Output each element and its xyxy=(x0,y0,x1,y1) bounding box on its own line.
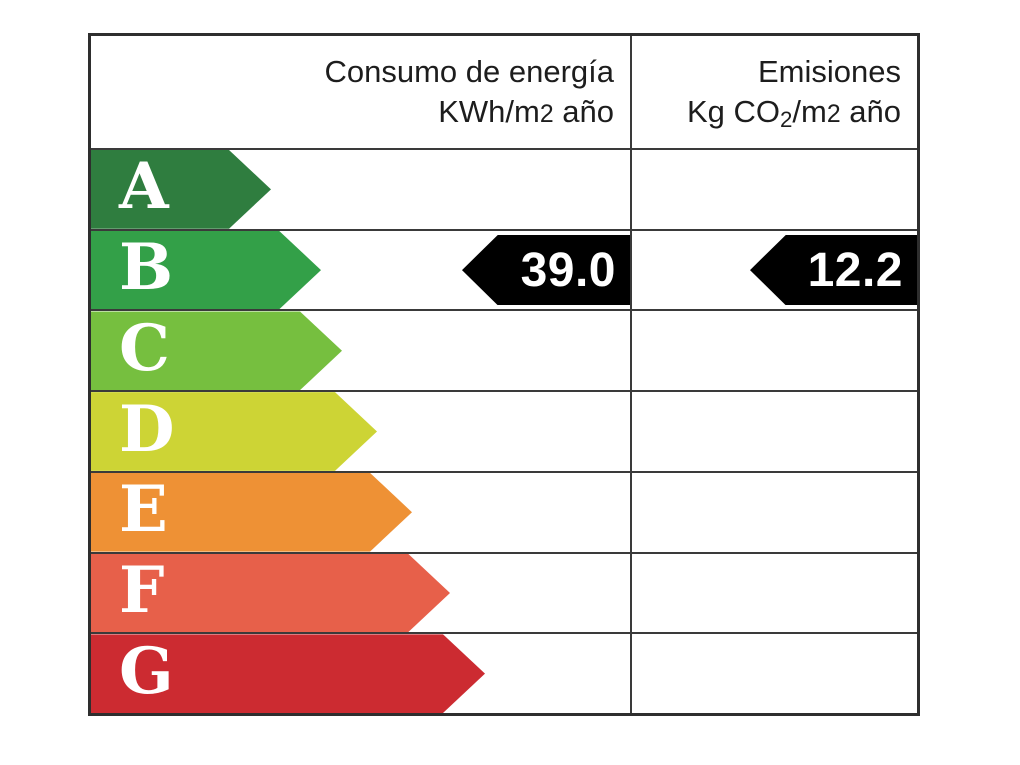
energy-column-header: Consumo de energía KWh/m2 año xyxy=(91,36,632,148)
subscript-2: 2 xyxy=(780,106,793,132)
rating-row: B 39.0 12.2 xyxy=(91,228,917,310)
energy-cell: B 39.0 xyxy=(91,230,632,310)
exponent-2: 2 xyxy=(539,100,554,128)
emissions-cell xyxy=(632,634,917,713)
rating-letter: G xyxy=(119,633,174,709)
rating-row: E xyxy=(91,470,917,552)
emissions-header-line1: Emisiones xyxy=(758,54,901,89)
rating-letter: E xyxy=(119,472,168,548)
rating-row: A xyxy=(91,150,917,229)
exponent-2: 2 xyxy=(826,100,841,128)
rating-letter: F xyxy=(119,552,165,628)
rating-row: G xyxy=(91,632,917,714)
energy-cell: D xyxy=(91,392,632,471)
energy-cell: A xyxy=(91,150,632,229)
header-row: Consumo de energía KWh/m2 año Emisiones … xyxy=(91,36,917,150)
emissions-cell xyxy=(632,554,917,633)
rating-letter: B xyxy=(119,230,174,306)
rating-row: F xyxy=(91,551,917,633)
emissions-cell xyxy=(632,392,917,471)
energy-cell: E xyxy=(91,472,632,552)
emissions-cell xyxy=(632,473,917,552)
rating-arrow: B xyxy=(91,231,321,310)
emissions-cell xyxy=(632,150,917,229)
energy-cell: C xyxy=(91,311,632,391)
value-text: 12.2 xyxy=(807,243,903,297)
rating-row: C xyxy=(91,309,917,391)
emissions-cell xyxy=(632,311,917,390)
rating-arrow: F xyxy=(91,554,450,633)
rating-arrow: G xyxy=(91,634,485,713)
energy-header-line1: Consumo de energía xyxy=(324,54,614,89)
rating-row: D xyxy=(91,390,917,471)
emissions-header-unit: Kg CO2/m2 año xyxy=(686,93,901,132)
value-text: 39.0 xyxy=(520,243,616,297)
rating-letter: A xyxy=(119,149,169,225)
emissions-column-header: Emisiones Kg CO2/m2 año xyxy=(632,36,917,148)
rating-arrow: E xyxy=(91,473,412,552)
energy-value-arrow: 39.0 xyxy=(462,234,630,306)
energy-header-unit: KWh/m2 año xyxy=(438,93,614,129)
rating-letter: C xyxy=(119,310,170,386)
rating-arrow: A xyxy=(91,150,271,229)
label-table: Consumo de energía KWh/m2 año Emisiones … xyxy=(88,33,920,716)
rating-letter: D xyxy=(119,391,175,467)
rating-rows: A B 39.0 12.2 C D E xyxy=(91,150,917,714)
energy-cell: F xyxy=(91,553,632,633)
rating-arrow: C xyxy=(91,311,342,390)
emissions-value-arrow: 12.2 xyxy=(750,234,917,306)
energy-cell: G xyxy=(91,634,632,714)
rating-arrow: D xyxy=(91,392,377,471)
emissions-cell: 12.2 xyxy=(632,231,917,310)
